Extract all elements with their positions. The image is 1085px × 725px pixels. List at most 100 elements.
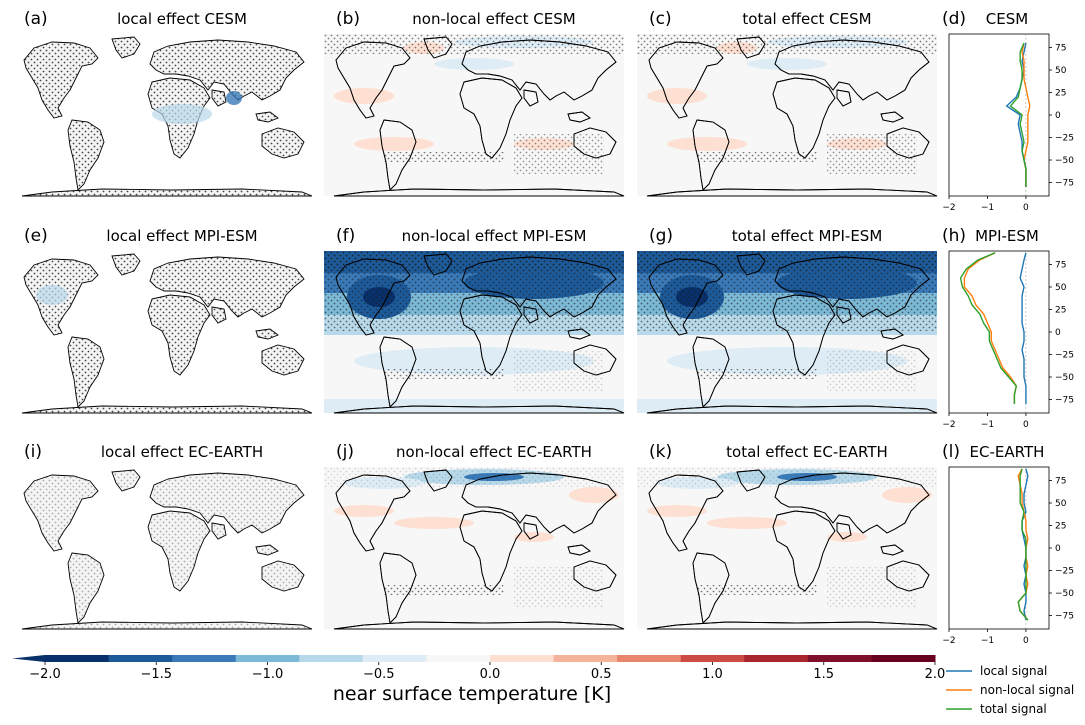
y-tick-label: 0 bbox=[1055, 544, 1061, 554]
map-panel-i bbox=[21, 469, 313, 630]
colorbar-tick-label: −1.0 bbox=[252, 667, 284, 682]
panel-title: non-local effect MPI-ESM bbox=[402, 227, 587, 245]
y-tick-label: −25 bbox=[1055, 134, 1074, 144]
colorbar-tick-label: 2.0 bbox=[925, 667, 946, 682]
panel-letter: (f) bbox=[336, 226, 355, 246]
y-tick-label: 25 bbox=[1055, 306, 1066, 316]
colorbar-segment bbox=[744, 655, 809, 662]
panel-letter: (l) bbox=[942, 442, 960, 462]
y-tick-label: −75 bbox=[1055, 396, 1074, 406]
colorbar-tick-label: 1.0 bbox=[702, 667, 723, 682]
legend-item-label: local signal bbox=[980, 664, 1047, 678]
y-tick-label: 50 bbox=[1055, 66, 1067, 76]
y-tick-label: −75 bbox=[1055, 179, 1074, 189]
y-tick-label: 75 bbox=[1055, 261, 1066, 271]
colorbar-segment bbox=[871, 655, 936, 662]
y-tick-label: −25 bbox=[1055, 567, 1074, 577]
profile-frame bbox=[948, 466, 1050, 630]
x-tick-label: 0 bbox=[1023, 420, 1029, 430]
y-tick-label: −25 bbox=[1055, 351, 1074, 361]
colorbar-segment bbox=[45, 655, 110, 662]
panel-letter: (a) bbox=[24, 9, 48, 29]
map-panel-b bbox=[324, 34, 625, 197]
panel-letter: (d) bbox=[942, 9, 966, 29]
y-tick-label: −50 bbox=[1055, 589, 1074, 599]
map-panel-e bbox=[21, 253, 313, 414]
y-tick-label: 75 bbox=[1055, 44, 1066, 54]
panel-title: total effect CESM bbox=[742, 10, 871, 28]
profile-panel-l: (l) EC-EARTH −2 −1 0 75 50 25 0 −25 −50 −75 bbox=[942, 442, 1074, 646]
colorbar-label: near surface temperature [K] bbox=[333, 683, 611, 705]
x-tick-label: 0 bbox=[1023, 636, 1029, 646]
profile-frame bbox=[948, 33, 1050, 197]
y-tick-label: −75 bbox=[1055, 612, 1074, 622]
colorbar-segment bbox=[108, 655, 173, 662]
y-tick-label: 50 bbox=[1055, 499, 1067, 509]
panel-title: local effect EC-EARTH bbox=[101, 443, 263, 461]
series-line-non-local-signal bbox=[963, 252, 1018, 404]
panel-title: MPI-ESM bbox=[975, 227, 1039, 245]
colorbar-tick-label: 0.0 bbox=[480, 667, 501, 682]
x-tick-label: −2 bbox=[942, 203, 955, 213]
colorbar-segment bbox=[807, 655, 872, 662]
panel-letter: (b) bbox=[336, 9, 360, 29]
legend-item-label: total signal bbox=[980, 702, 1047, 716]
legend: local signal non-local signal total signal bbox=[946, 664, 1074, 716]
x-tick-label: 0 bbox=[1023, 203, 1029, 213]
colorbar-extend-arrow bbox=[12, 655, 45, 662]
x-tick-label: −1 bbox=[981, 203, 994, 213]
panel-letter: (i) bbox=[24, 442, 42, 462]
colorbar-segment bbox=[680, 655, 745, 662]
panel-title: non-local effect CESM bbox=[412, 10, 575, 28]
y-tick-label: −50 bbox=[1055, 373, 1074, 383]
y-tick-label: 25 bbox=[1055, 522, 1066, 532]
panel-letter: (g) bbox=[649, 226, 673, 246]
y-tick-label: 0 bbox=[1055, 111, 1061, 121]
colorbar-tick-label: 0.5 bbox=[591, 667, 612, 682]
map-panel-j bbox=[324, 467, 625, 630]
x-tick-label: −2 bbox=[942, 636, 955, 646]
colorbar-segment bbox=[490, 655, 555, 662]
panel-title: local effect MPI-ESM bbox=[106, 227, 257, 245]
panel-letter: (c) bbox=[649, 9, 672, 29]
x-tick-label: −1 bbox=[981, 420, 994, 430]
profile-panel-d: (d) CESM −2 −1 0 75 50 25 0 −25 −50 −75 bbox=[942, 9, 1074, 213]
panel-title: EC-EARTH bbox=[970, 443, 1045, 461]
panel-letter: (e) bbox=[24, 226, 48, 246]
colorbar-tick-label: −0.5 bbox=[363, 667, 395, 682]
colorbar-tick-label: −2.0 bbox=[29, 667, 61, 682]
series-line-local-signal bbox=[1019, 252, 1027, 404]
colorbar-segment bbox=[172, 655, 237, 662]
colorbar-tick-label: −1.5 bbox=[140, 667, 172, 682]
y-tick-label: 0 bbox=[1055, 328, 1061, 338]
map-panel-a bbox=[21, 36, 313, 197]
colorbar-segment bbox=[299, 655, 364, 662]
colorbar-segment bbox=[553, 655, 618, 662]
panel-letter: (h) bbox=[942, 226, 966, 246]
map-panel-c bbox=[637, 34, 938, 197]
profile-panel-h: (h) MPI-ESM −2 −1 0 75 50 25 0 −25 −50 −75 bbox=[942, 226, 1074, 430]
colorbar: −2.0 −1.5 −1.0 −0.5 0.0 0.5 1.0 1.5 2.0 near surf… bbox=[12, 655, 945, 705]
x-tick-label: −1 bbox=[981, 636, 994, 646]
panel-title: CESM bbox=[986, 10, 1028, 28]
colorbar-segment bbox=[617, 655, 682, 662]
profile-frame bbox=[948, 250, 1050, 414]
map-panel-k bbox=[637, 467, 938, 630]
panel-letter: (k) bbox=[649, 442, 672, 462]
series-line-total-signal bbox=[959, 252, 1018, 404]
colorbar-tick-label: 1.5 bbox=[813, 667, 834, 682]
colorbar-segment bbox=[426, 655, 491, 662]
y-tick-label: −50 bbox=[1055, 156, 1074, 166]
series-line-total-signal bbox=[1017, 468, 1029, 621]
y-tick-label: 75 bbox=[1055, 477, 1066, 487]
colorbar-segment bbox=[362, 655, 427, 662]
colorbar-segment bbox=[235, 655, 300, 662]
panel-letter: (j) bbox=[336, 442, 354, 462]
x-tick-label: −2 bbox=[942, 420, 955, 430]
y-tick-label: 50 bbox=[1055, 283, 1067, 293]
series-line-local-signal bbox=[1021, 468, 1029, 621]
y-tick-label: 25 bbox=[1055, 89, 1066, 99]
map-panel-g bbox=[637, 251, 938, 414]
panel-title: non-local effect EC-EARTH bbox=[396, 443, 592, 461]
